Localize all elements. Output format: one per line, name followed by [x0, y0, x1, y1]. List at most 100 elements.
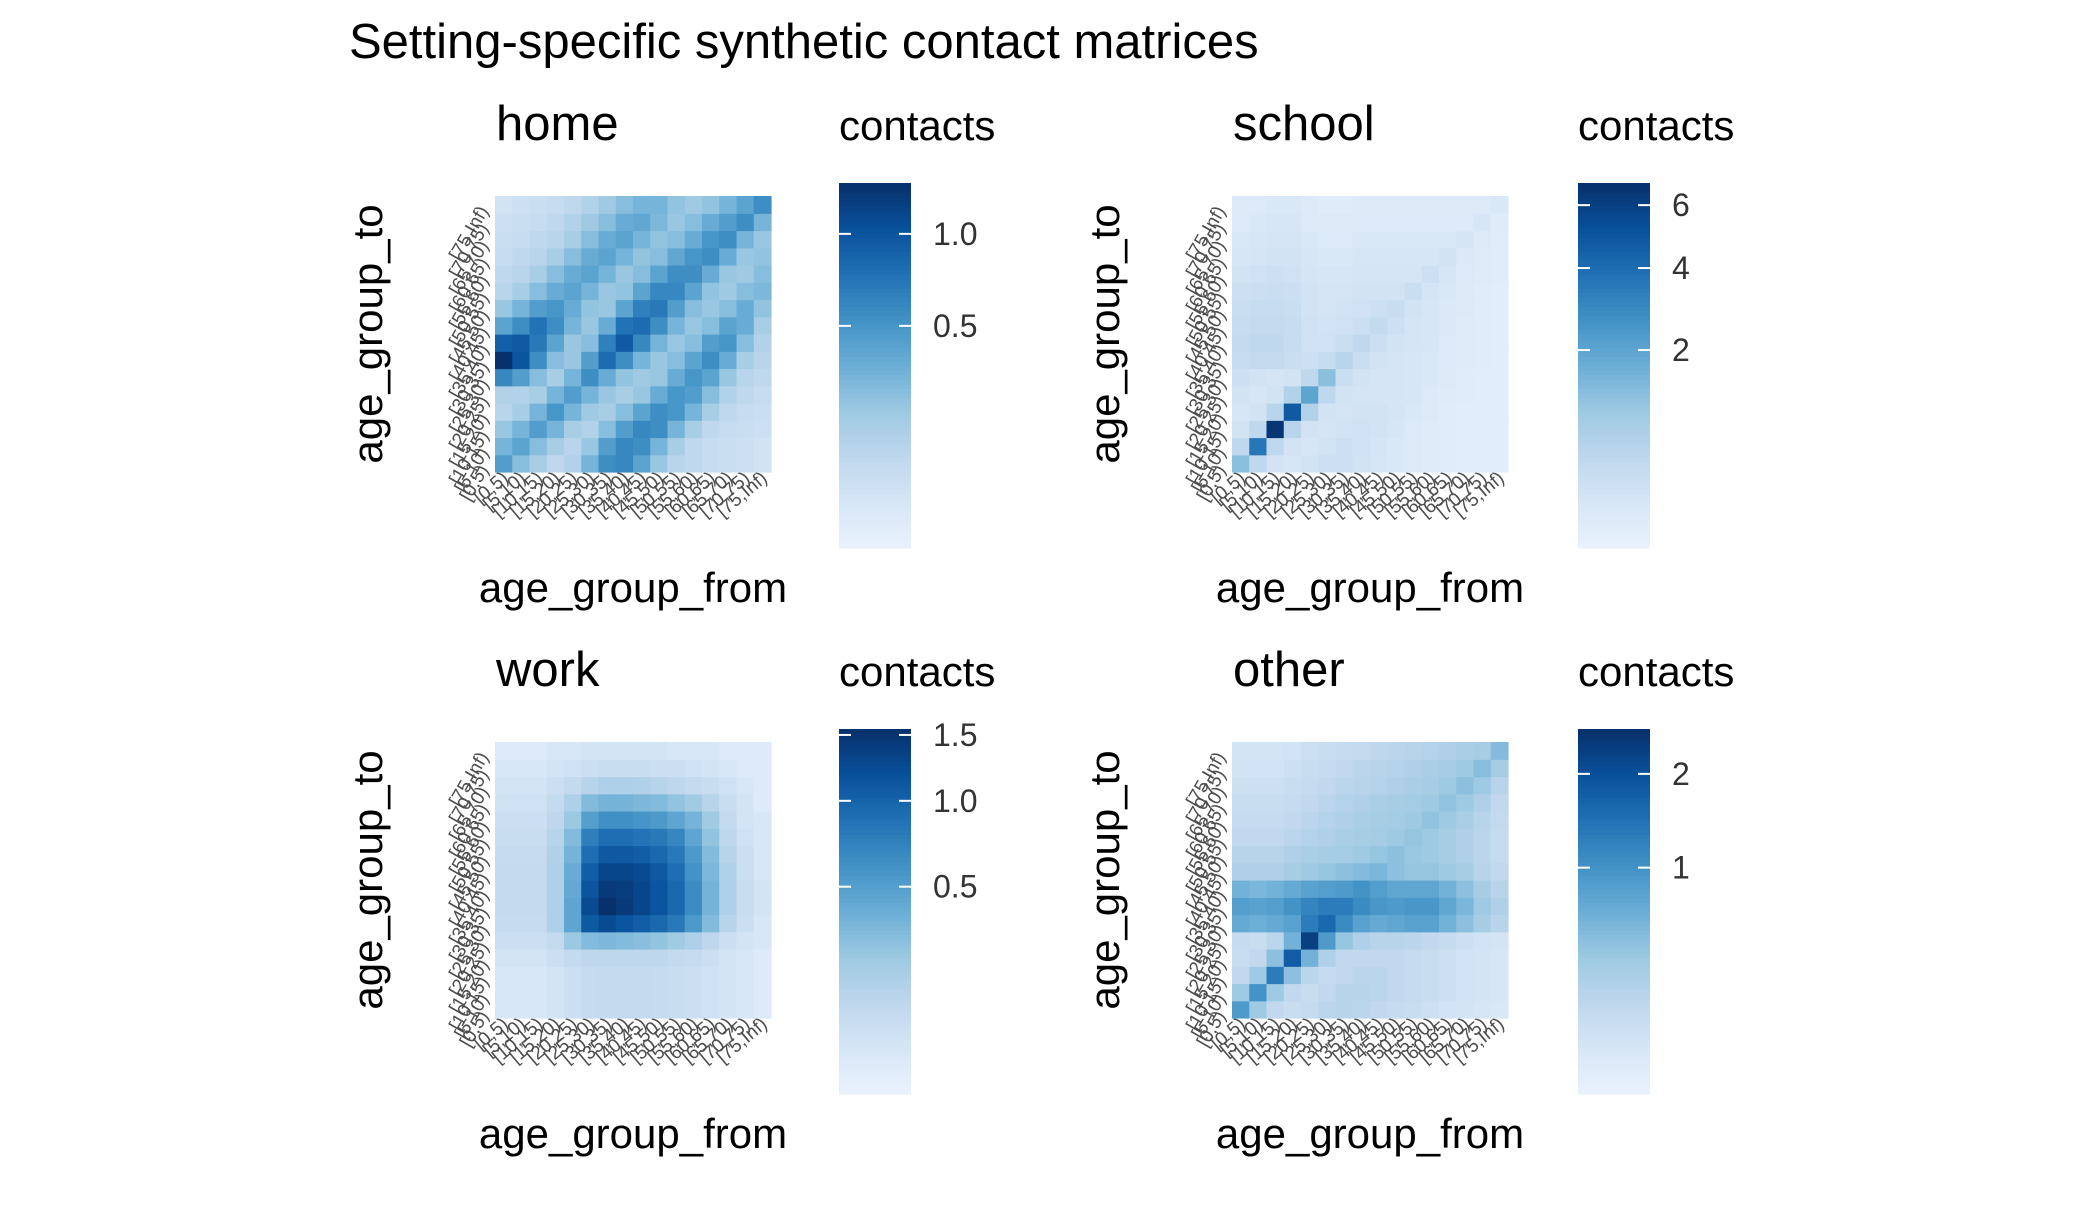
heatmap-cell [1387, 862, 1406, 881]
heatmap-cell [1352, 247, 1371, 266]
heatmap-cell [1456, 351, 1475, 370]
heatmap-cell [633, 949, 651, 967]
heatmap-cell [1404, 742, 1423, 760]
heatmap-cell [1352, 351, 1371, 370]
heatmap-cell [1301, 742, 1319, 760]
heatmap-cell [1318, 862, 1337, 881]
heatmap-cell [719, 949, 738, 967]
heatmap-cell [1335, 351, 1354, 370]
legend-swatch [839, 788, 911, 794]
heatmap-cell [702, 862, 720, 881]
legend-swatch [839, 893, 911, 899]
heatmap-cell [1387, 213, 1406, 232]
heatmap-cell [546, 983, 565, 1002]
heatmap-cell [633, 793, 651, 812]
heatmap-cell [633, 742, 651, 760]
heatmap-cell [1490, 845, 1509, 864]
heatmap-cell [1456, 742, 1475, 760]
heatmap-cell [615, 316, 634, 335]
heatmap-cell [719, 828, 738, 847]
heatmap-cell [564, 196, 582, 214]
legend-swatch [1578, 452, 1650, 458]
heatmap-cell [512, 793, 531, 812]
heatmap-cell [684, 230, 703, 249]
heatmap-cell [1456, 282, 1475, 301]
legend-swatch [839, 306, 911, 312]
heatmap-cell [495, 299, 513, 318]
heatmap-cell [719, 983, 738, 1002]
legend-swatch [1578, 433, 1650, 440]
heatmap-cell [529, 759, 548, 778]
legend-swatch [839, 543, 911, 549]
heatmap-cell [702, 776, 720, 795]
heatmap-cell [1352, 862, 1371, 881]
heatmap-cell [1352, 966, 1371, 985]
legend-swatch [1578, 806, 1650, 812]
heatmap-cell [1370, 880, 1388, 898]
heatmap-cell [1283, 437, 1302, 456]
heatmap-cell [598, 811, 617, 829]
legend-swatch [1578, 475, 1650, 481]
heatmap-cell [529, 213, 548, 232]
heatmap-cell [702, 213, 720, 232]
heatmap-cell [1370, 454, 1388, 473]
heatmap-cell [564, 230, 582, 249]
legend-swatch [1578, 756, 1650, 762]
legend-swatch [839, 452, 911, 458]
heatmap-cell [1421, 983, 1440, 1002]
heatmap-cell [650, 316, 669, 335]
heatmap-cell [1473, 213, 1492, 232]
legend-swatch [839, 205, 911, 211]
heatmap-cell [702, 759, 720, 778]
legend-tick-label: 2 [1672, 332, 1690, 368]
heatmap-cell [1283, 385, 1302, 404]
heatmap-cell [1249, 368, 1268, 387]
legend-swatch [1578, 920, 1650, 926]
heatmap-cell [667, 776, 686, 795]
legend-swatch [1578, 975, 1650, 981]
legend-swatch [1578, 1089, 1650, 1095]
legend-swatch [839, 852, 911, 858]
heatmap-cell [512, 742, 531, 760]
heatmap-cell [736, 385, 755, 404]
legend-swatch [839, 402, 911, 408]
heatmap-cell [1266, 196, 1285, 214]
heatmap-cell [1473, 742, 1492, 760]
heatmap-cell [1301, 334, 1319, 352]
heatmap-cell [719, 931, 738, 950]
heatmap-cell [512, 213, 531, 232]
heatmap-cell [1439, 811, 1457, 829]
legend-swatch [839, 993, 911, 999]
legend-swatch [839, 765, 911, 771]
heatmap-cell [1249, 931, 1268, 950]
heatmap-cell [736, 368, 755, 387]
legend-swatch [1578, 429, 1650, 435]
heatmap-cell [615, 914, 634, 933]
heatmap-cell [1421, 862, 1440, 881]
heatmap-cell [633, 334, 651, 352]
heatmap-cell [1473, 265, 1492, 283]
legend-swatch [839, 1021, 911, 1027]
heatmap-cell [1318, 454, 1337, 473]
heatmap-cell [1301, 213, 1319, 232]
heatmap-cell [1473, 196, 1492, 214]
heatmap-cell [1352, 437, 1371, 456]
heatmap-cell [1421, 966, 1440, 985]
heatmap-cell [1352, 880, 1371, 898]
legend-swatch [839, 278, 911, 284]
heatmap-cell [1232, 845, 1250, 864]
legend-swatch [1578, 1048, 1650, 1054]
heatmap-cell [1266, 403, 1285, 421]
heatmap-cell [650, 897, 669, 916]
heatmap-cell [633, 914, 651, 933]
heatmap-cell [633, 385, 651, 404]
legend-swatch [1578, 242, 1650, 248]
heatmap-cell [1249, 454, 1268, 473]
legend-swatch [839, 1039, 911, 1045]
heatmap-cell [1370, 949, 1388, 967]
heatmap-cell [615, 368, 634, 387]
heatmap-cell [650, 351, 669, 370]
heatmap-cell [1404, 862, 1423, 881]
heatmap-cell [684, 368, 703, 387]
heatmap-cell [736, 811, 755, 829]
